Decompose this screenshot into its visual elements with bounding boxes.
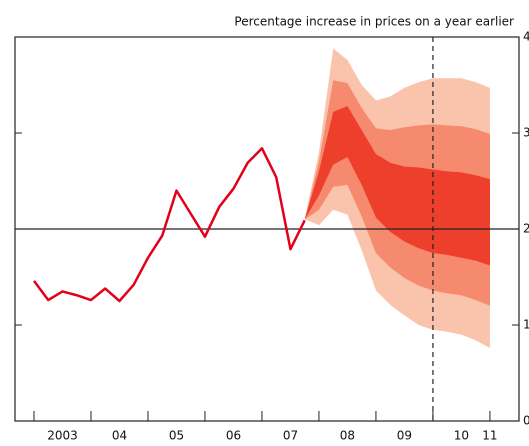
chart-title: Percentage increase in prices on a year …: [234, 15, 514, 29]
fan-band: [304, 106, 490, 266]
y-tick-label: 4: [523, 30, 529, 44]
x-tick-label: 2003: [47, 429, 78, 443]
y-tick-label: 2: [523, 222, 529, 236]
x-tick-label: 10: [454, 429, 469, 443]
x-tick-label: 05: [169, 429, 184, 443]
x-tick-label: 04: [112, 429, 127, 443]
y-tick-label: 0: [523, 414, 529, 428]
x-tick-label: 06: [226, 429, 241, 443]
y-tick-label: 1: [523, 318, 529, 332]
y-tick-label: 3: [523, 126, 529, 140]
x-tick-label: 09: [397, 429, 412, 443]
x-tick-label: 07: [283, 429, 298, 443]
x-tick-label: 11: [482, 429, 497, 443]
x-tick-label: 08: [340, 429, 355, 443]
inflation-line: [32, 147, 306, 303]
